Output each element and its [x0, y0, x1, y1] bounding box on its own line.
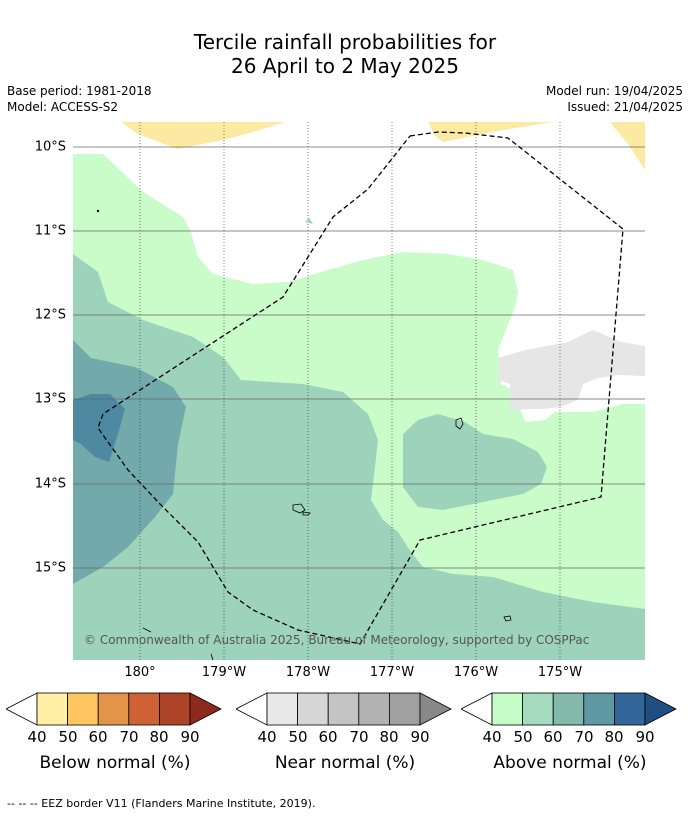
tick-label: 70 — [119, 728, 139, 746]
tick-label: 50 — [288, 728, 308, 746]
colorbar-cell — [613, 692, 646, 726]
colorbar-cell — [266, 692, 299, 726]
graticule — [73, 146, 645, 569]
map-title: Tercile rainfall probabilities for 26 Ap… — [0, 30, 690, 78]
island — [142, 627, 152, 633]
lon-label: 175°W — [537, 665, 583, 680]
colorbar-cell — [97, 692, 130, 726]
title-line-2: 26 April to 2 May 2025 — [231, 54, 459, 78]
model-run: Model run: 19/04/2025 — [545, 84, 683, 98]
tick-label: 50 — [58, 728, 78, 746]
lon-label: 177°W — [369, 665, 415, 680]
colorbar-cell — [491, 692, 524, 726]
model-name: Model: ACCESS-S2 — [7, 100, 119, 114]
colorbar-cell — [522, 692, 554, 726]
lat-label: 11°S — [34, 223, 66, 239]
tick-label: 60 — [543, 728, 563, 746]
legend-above-normal: 40 50 60 70 80 90 Above normal (%) — [461, 692, 677, 773]
legend-below-normal: 40 50 60 70 80 90 Below normal (%) — [6, 692, 222, 773]
colorbar-high-extend — [644, 692, 677, 726]
tick-label: 80 — [379, 728, 399, 746]
lon-label: 180° — [124, 665, 156, 680]
tick-label: 50 — [513, 728, 533, 746]
copyright-notice: © Commonwealth of Australia 2025, Bureau… — [84, 633, 590, 647]
colorbar-cells — [36, 692, 191, 726]
lat-label: 12°S — [34, 307, 66, 323]
colorbar-cell — [327, 692, 360, 726]
colorbar-cell — [67, 692, 99, 726]
legend-title: Near normal (%) — [274, 753, 416, 773]
legend-title: Above normal (%) — [493, 753, 647, 773]
colorbar-cell — [583, 692, 615, 726]
colorbar-below — [6, 692, 222, 726]
map-canvas — [73, 122, 645, 660]
tick-label: 40 — [257, 728, 277, 746]
above-50-region — [73, 254, 645, 660]
tick-label: 60 — [88, 728, 108, 746]
lon-label: 179°W — [201, 665, 247, 680]
island — [503, 615, 512, 622]
tick-label: 90 — [180, 728, 200, 746]
island-shoal — [305, 218, 313, 224]
colorbar-low-extend — [461, 692, 493, 726]
island — [302, 511, 311, 516]
colorbar-high-extend — [189, 692, 222, 726]
colorbar-low-extend — [6, 692, 38, 726]
below-40-north-west — [121, 122, 285, 149]
meta-right: Model run: 19/04/2025 Issued: 21/04/2025 — [546, 83, 683, 115]
island — [292, 503, 306, 514]
eez-border — [97, 131, 624, 645]
above-70-region — [73, 394, 125, 462]
colorbar-low-extend — [236, 692, 268, 726]
tick-label: 40 — [482, 728, 502, 746]
below-40-north-east — [610, 122, 645, 170]
tick-label: 70 — [349, 728, 369, 746]
colorbar-cells — [266, 692, 421, 726]
tick-label: 90 — [635, 728, 655, 746]
legend-near-normal: 40 50 60 70 80 90 Near normal (%) — [236, 692, 452, 773]
tick-label: 80 — [149, 728, 169, 746]
island — [96, 209, 100, 213]
colorbar-cell — [552, 692, 585, 726]
tick-label: 60 — [318, 728, 338, 746]
colorbar-high-extend — [419, 692, 452, 726]
tick-label: 90 — [410, 728, 430, 746]
lat-label: 13°S — [34, 391, 66, 407]
probability-map — [73, 122, 645, 660]
lon-label: 178°W — [285, 665, 331, 680]
below-40-north-central — [428, 122, 553, 142]
tick-label: 80 — [604, 728, 624, 746]
legend-title: Below normal (%) — [39, 753, 191, 773]
eez-footnote: -- -- -- EEZ border V11 (Flanders Marine… — [7, 797, 316, 810]
lat-label: 14°S — [34, 476, 66, 492]
issued-date: Issued: 21/04/2025 — [567, 100, 683, 114]
colorbar-cell — [158, 692, 191, 726]
title-line-1: Tercile rainfall probabilities for — [193, 30, 497, 54]
colorbar-near — [236, 692, 452, 726]
near-40-region — [498, 330, 645, 410]
lat-label: 10°S — [34, 139, 66, 155]
colorbar-cell — [36, 692, 69, 726]
lon-label: 176°W — [453, 665, 499, 680]
island — [210, 653, 214, 660]
islands — [96, 209, 512, 660]
tick-label: 70 — [574, 728, 594, 746]
tick-label: 40 — [27, 728, 47, 746]
above-50-east-patch — [403, 414, 547, 510]
colorbar-cell — [358, 692, 390, 726]
lat-label: 15°S — [34, 560, 66, 576]
meta-left: Base period: 1981-2018 Model: ACCESS-S2 — [7, 83, 152, 115]
base-period: Base period: 1981-2018 — [7, 84, 152, 98]
island — [455, 417, 464, 430]
colorbar-above — [461, 692, 677, 726]
colorbar-cell — [297, 692, 329, 726]
colorbar-cell — [388, 692, 421, 726]
colorbar-cells — [491, 692, 646, 726]
colorbar-cell — [128, 692, 160, 726]
